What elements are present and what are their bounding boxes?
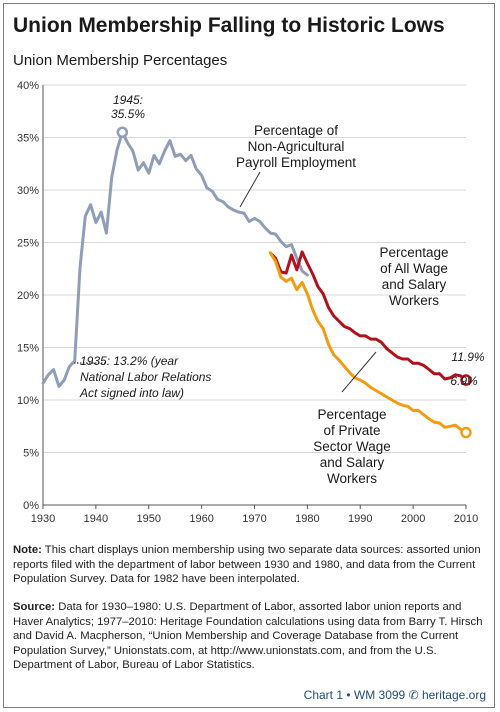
y-tick-label: 35% — [17, 133, 39, 145]
private-label-line1: Percentage — [317, 407, 386, 422]
end-all-workers-marker — [460, 374, 472, 386]
x-tick-label: 1970 — [242, 513, 266, 525]
axes: 0% 5% 10% 15% 20% 25% 30% 35% 40% 1930 1940 1950 196… — [17, 80, 478, 525]
private-leader-line — [341, 351, 377, 393]
nonag-series-line — [41, 130, 309, 388]
nlra-label-line3: Act signed into law) — [79, 386, 184, 400]
y-tick-label: 0% — [23, 500, 39, 512]
line-chart: 0% 5% 10% 15% 20% 25% 30% 35% 40% 1930 1940 1950 196… — [17, 80, 485, 525]
page-title: Union Membership Falling to Historic Low… — [13, 14, 445, 37]
all-workers-series-line — [268, 250, 468, 382]
peak-1945-marker — [116, 126, 129, 138]
nlra-label-line2: National Labor Relations — [80, 370, 211, 384]
gridlines — [43, 84, 466, 453]
end-all-label: 11.9% — [451, 350, 484, 364]
chart-note: Note: This chart displays union membersh… — [13, 543, 483, 587]
all-label-line3: and Salary — [382, 277, 447, 292]
chart-subtitle: Union Membership Percentages — [13, 52, 228, 69]
private-label-line5: Workers — [327, 471, 377, 486]
note-label: Note: — [13, 544, 42, 556]
y-tick-label: 30% — [17, 185, 39, 197]
nonag-label-line1: Percentage of — [254, 123, 338, 138]
y-tick-label: 25% — [17, 238, 39, 250]
x-tick-label: 1980 — [295, 513, 319, 525]
x-tick-label: 2000 — [401, 513, 425, 525]
y-tick-label: 40% — [17, 80, 39, 92]
nonag-leader-line — [239, 171, 261, 208]
x-tick-label: 1960 — [189, 513, 213, 525]
private-sector-series-line — [268, 251, 468, 435]
all-label-line4: Workers — [389, 293, 439, 308]
nlra-label-line1: 1935: 13.2% (year — [80, 354, 179, 368]
private-label-line2: of Private — [323, 423, 380, 438]
end-private-marker — [460, 426, 472, 439]
source-text: Data for 1930–1980: U.S. Department of L… — [13, 601, 483, 671]
all-label-line1: Percentage — [379, 245, 448, 260]
series-lines — [41, 126, 472, 439]
private-label-line4: and Salary — [320, 455, 385, 470]
note-text: This chart displays union membership usi… — [13, 544, 481, 585]
chart-source: Source: Data for 1930–1980: U.S. Departm… — [13, 600, 483, 673]
y-tick-label: 15% — [17, 343, 39, 355]
peak-value-label: 35.5% — [111, 107, 145, 121]
chart-frame — [3, 3, 495, 708]
nonag-label-line2: Non-Agricultural — [248, 139, 345, 154]
x-tick-label: 1950 — [137, 513, 161, 525]
x-tick-label: 2010 — [454, 513, 478, 525]
peak-year-label: 1945: — [113, 93, 143, 107]
all-label-line2: of All Wage — [380, 261, 448, 276]
y-tick-label: 10% — [17, 395, 39, 407]
y-tick-label: 20% — [17, 290, 39, 302]
y-tick-label: 5% — [23, 448, 39, 460]
end-private-label: 6.9% — [450, 374, 478, 388]
x-tick-label: 1930 — [31, 513, 55, 525]
footer-credit: Chart 1 • WM 3099 ✆ heritage.org — [303, 688, 486, 702]
private-label-line3: Sector Wage — [313, 439, 391, 454]
x-tick-label: 1940 — [84, 513, 108, 525]
nonag-label-line3: Payroll Employment — [236, 155, 356, 170]
source-label: Source: — [13, 601, 56, 613]
x-tick-label: 1990 — [348, 513, 372, 525]
